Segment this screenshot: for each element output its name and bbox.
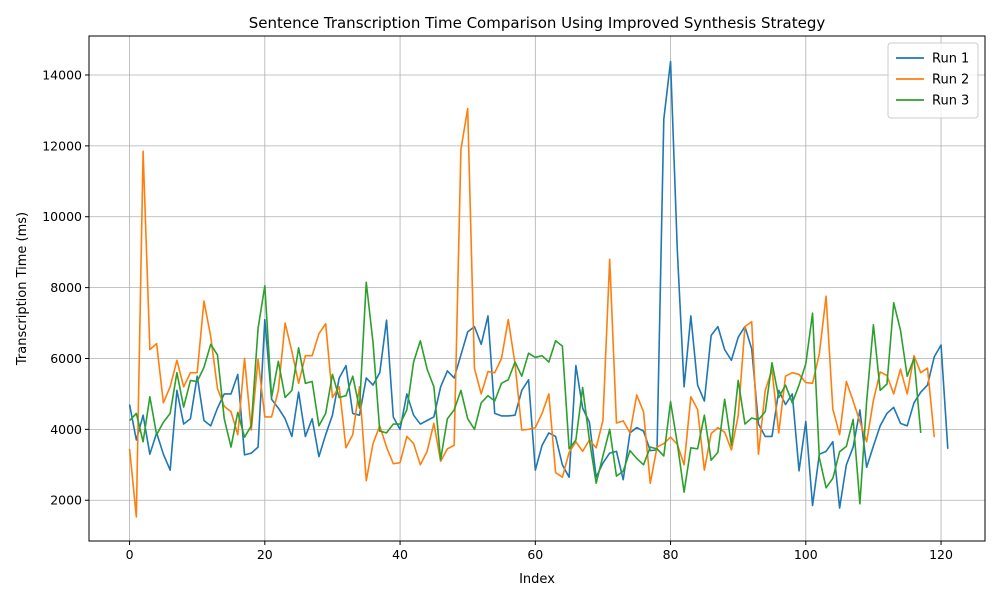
x-tick-label: 60 [527, 547, 543, 562]
plot-frame [88, 35, 986, 542]
legend: Run 1 Run 2 Run 3 [887, 42, 979, 119]
y-tick-label: 14000 [42, 67, 82, 82]
x-axis-ticks: 0 20 40 60 80 100 120 [126, 541, 953, 562]
x-tick-label: 40 [392, 547, 408, 562]
chart-title: Sentence Transcription Time Comparison U… [249, 14, 826, 32]
legend-entry: Run 3 [932, 94, 969, 109]
series-lines [128, 60, 949, 518]
y-tick-label: 10000 [42, 209, 82, 224]
grid [89, 36, 985, 541]
y-tick-label: 2000 [50, 493, 82, 508]
legend-entry: Run 1 [932, 52, 969, 67]
series-line-run-1 [128, 60, 949, 509]
y-tick-label: 12000 [42, 138, 82, 153]
x-tick-label: 100 [794, 547, 818, 562]
x-tick-label: 80 [663, 547, 679, 562]
x-tick-label: 0 [126, 547, 134, 562]
series-line-run-2 [128, 107, 936, 518]
y-tick-label: 4000 [50, 422, 82, 437]
legend-entry: Run 2 [932, 73, 969, 88]
y-tick-label: 8000 [50, 280, 82, 295]
y-tick-label: 6000 [50, 351, 82, 366]
y-axis-label: Transcription Time (ms) [15, 212, 30, 366]
x-tick-label: 20 [257, 547, 273, 562]
x-axis-label: Index [519, 572, 555, 587]
series-line-run-3 [128, 281, 922, 505]
y-axis-ticks: 2000 4000 6000 8000 10000 12000 14000 [42, 67, 89, 508]
x-tick-label: 120 [929, 547, 953, 562]
